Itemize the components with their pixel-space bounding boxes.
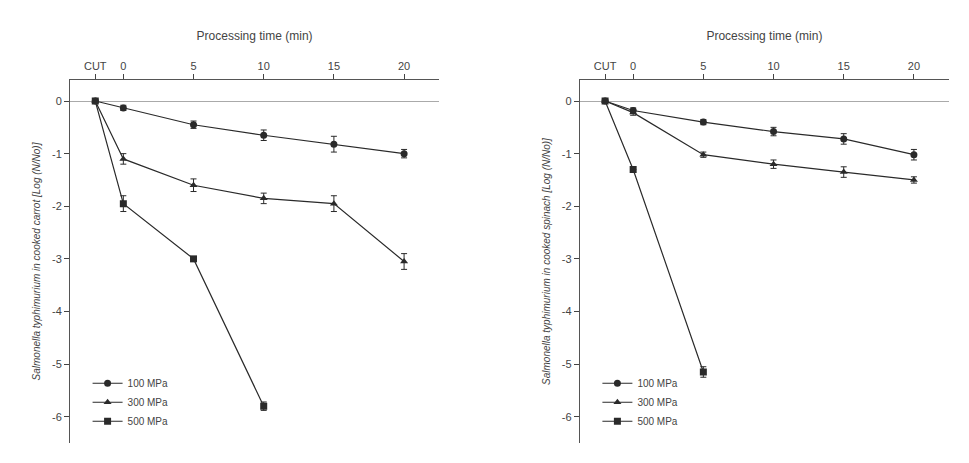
svg-text:-5: -5: [52, 358, 62, 370]
svg-text:10: 10: [767, 60, 779, 72]
svg-text:0: 0: [630, 60, 636, 72]
svg-text:Processing time (min): Processing time (min): [706, 29, 822, 43]
svg-text:-3: -3: [52, 253, 62, 265]
svg-text:0: 0: [120, 60, 126, 72]
svg-text:0: 0: [565, 95, 571, 107]
svg-text:0: 0: [56, 95, 62, 107]
svg-text:-6: -6: [562, 411, 572, 423]
svg-text:10: 10: [258, 60, 270, 72]
svg-text:20: 20: [908, 60, 920, 72]
svg-text:Salmonella typhimurium in cook: Salmonella typhimurium in cooked spinach…: [541, 138, 552, 385]
svg-text:15: 15: [838, 60, 850, 72]
svg-text:-4: -4: [562, 305, 572, 317]
svg-text:-2: -2: [52, 200, 62, 212]
svg-text:100 MPa: 100 MPa: [637, 378, 677, 389]
svg-text:Salmonella typhimurium in cook: Salmonella typhimurium in cooked carrot …: [31, 142, 42, 380]
svg-text:500 MPa: 500 MPa: [637, 416, 677, 427]
svg-text:300 MPa: 300 MPa: [128, 397, 168, 408]
svg-text:15: 15: [328, 60, 340, 72]
svg-text:5: 5: [700, 60, 706, 72]
svg-text:300 MPa: 300 MPa: [637, 397, 677, 408]
svg-text:-4: -4: [52, 305, 62, 317]
svg-text:CUT: CUT: [594, 60, 617, 72]
svg-text:5: 5: [190, 60, 196, 72]
svg-text:-5: -5: [562, 358, 572, 370]
svg-text:100 MPa: 100 MPa: [128, 378, 168, 389]
svg-text:Processing time (min): Processing time (min): [197, 29, 313, 43]
svg-text:-2: -2: [562, 200, 572, 212]
svg-text:-1: -1: [562, 148, 572, 160]
svg-text:-3: -3: [562, 253, 572, 265]
svg-text:500 MPa: 500 MPa: [128, 416, 168, 427]
svg-text:-6: -6: [52, 411, 62, 423]
svg-text:-1: -1: [52, 148, 62, 160]
svg-text:20: 20: [398, 60, 410, 72]
svg-text:CUT: CUT: [84, 60, 107, 72]
